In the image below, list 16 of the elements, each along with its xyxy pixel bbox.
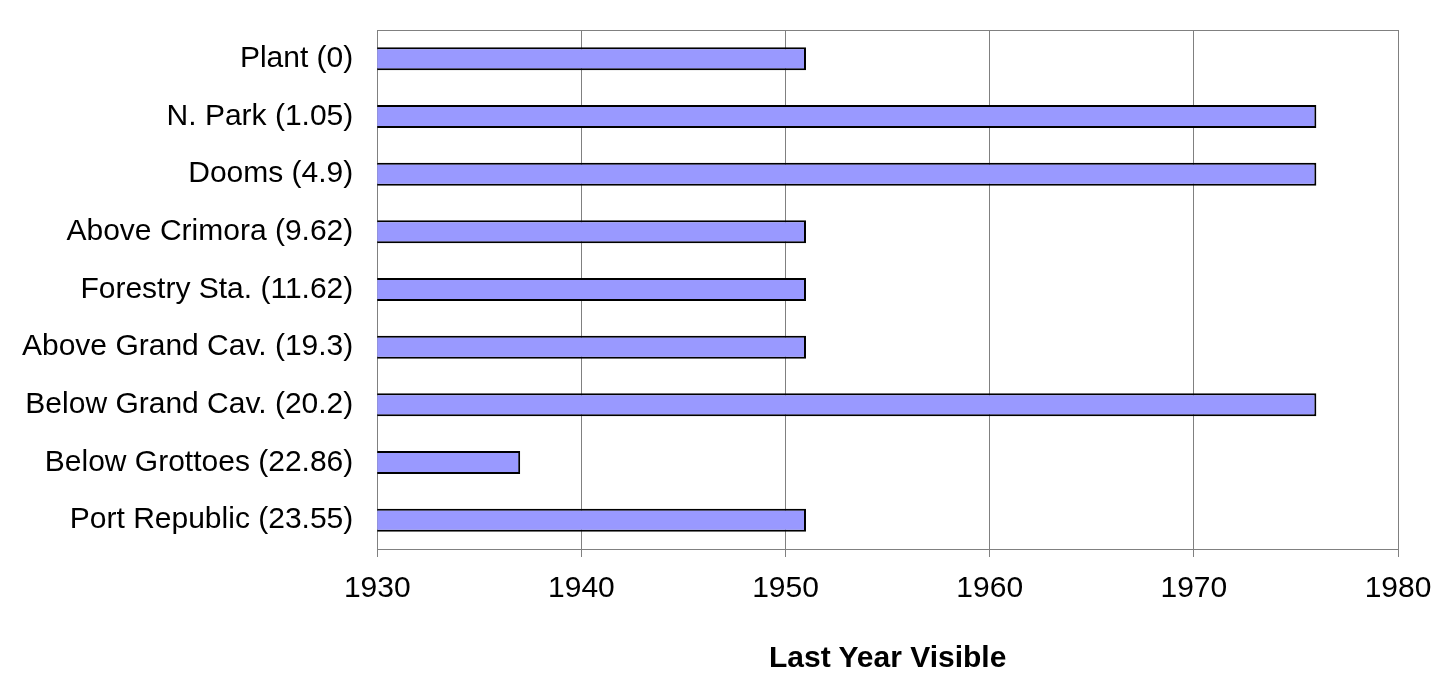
x-tick-label: 1950 <box>752 570 819 604</box>
y-tick-label: Forestry Sta. (11.62) <box>80 270 354 304</box>
y-tick-label: N. Park (1.05) <box>166 97 354 131</box>
x-tick-label: 1980 <box>1364 570 1432 604</box>
x-axis-title: Last Year Visible <box>768 640 1007 674</box>
y-tick-label: Dooms (4.9) <box>188 155 354 189</box>
y-tick-label: Above Crimora (9.62) <box>66 213 354 247</box>
x-tick-label: 1930 <box>343 570 411 604</box>
y-tick-label: Below Grottoes (22.86) <box>44 443 354 477</box>
y-tick-label: Below Grand Cav. (20.2) <box>25 386 354 420</box>
y-tick-label: Above Grand Cav. (19.3) <box>21 328 354 362</box>
x-tick-label: 1960 <box>956 570 1024 604</box>
x-tick-label: 1940 <box>548 570 615 604</box>
x-tick-label: 1970 <box>1160 570 1228 604</box>
y-tick-label: Plant (0) <box>239 40 354 74</box>
y-tick-label: Port Republic (23.55) <box>69 501 354 535</box>
